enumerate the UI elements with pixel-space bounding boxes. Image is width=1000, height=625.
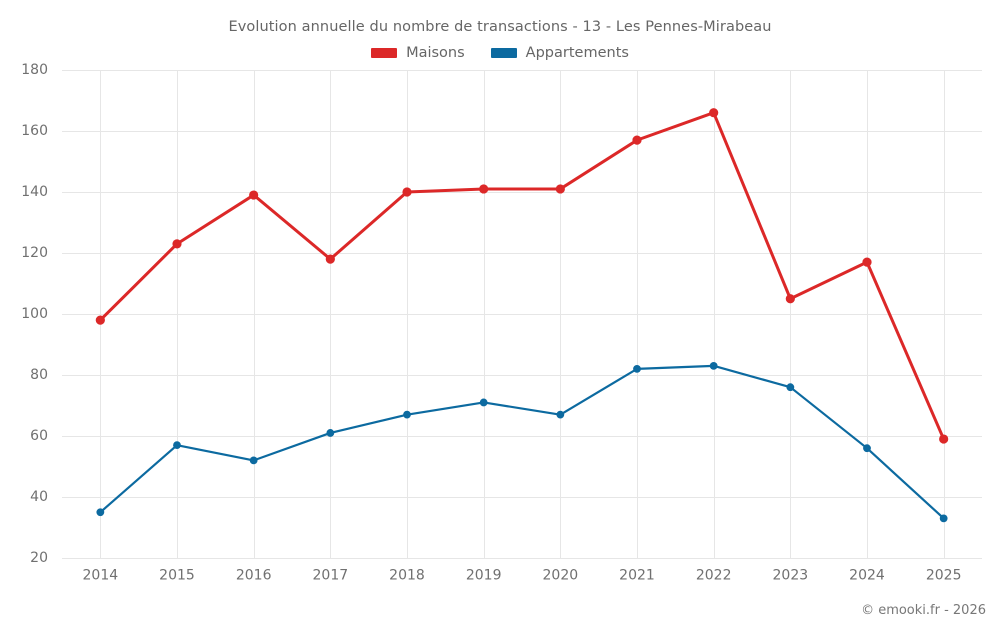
legend-label-maisons: Maisons bbox=[406, 45, 465, 61]
data-point[interactable] bbox=[632, 135, 642, 145]
data-point[interactable] bbox=[786, 383, 795, 392]
data-point[interactable] bbox=[633, 365, 641, 373]
data-point[interactable] bbox=[479, 184, 489, 194]
y-axis-tick-label: 120 bbox=[21, 245, 48, 261]
legend-swatch-appartements bbox=[490, 48, 517, 58]
y-axis-tick-label: 180 bbox=[21, 62, 48, 78]
data-point[interactable] bbox=[326, 429, 335, 437]
legend-item-appartements[interactable]: Appartements bbox=[490, 45, 629, 61]
data-point[interactable] bbox=[556, 410, 565, 419]
data-point[interactable] bbox=[785, 294, 795, 304]
legend-item-maisons[interactable]: Maisons bbox=[371, 45, 465, 61]
data-point[interactable] bbox=[249, 456, 258, 465]
data-point[interactable] bbox=[709, 361, 718, 370]
series-line bbox=[99, 364, 945, 520]
data-point[interactable] bbox=[479, 398, 488, 407]
data-point[interactable] bbox=[249, 190, 259, 200]
data-point[interactable] bbox=[403, 410, 411, 419]
x-axis-tick-label: 2024 bbox=[849, 568, 885, 584]
chart-title: Evolution annuelle du nombre de transact… bbox=[228, 19, 772, 35]
series-line bbox=[98, 111, 946, 441]
series-maisons bbox=[95, 108, 949, 444]
x-axis-tick-label: 2014 bbox=[83, 568, 119, 584]
chart-legend: Maisons Appartements bbox=[0, 45, 1000, 61]
y-axis-tick-label: 160 bbox=[21, 123, 48, 139]
data-point[interactable] bbox=[402, 187, 412, 197]
data-point[interactable] bbox=[325, 254, 335, 264]
x-axis-tick-label: 2015 bbox=[159, 568, 195, 584]
data-point[interactable] bbox=[863, 444, 871, 453]
y-axis-tick-label: 60 bbox=[30, 428, 48, 444]
x-axis-tick-label: 2019 bbox=[466, 568, 502, 584]
legend-swatch-maisons bbox=[371, 48, 398, 58]
data-point[interactable] bbox=[555, 184, 565, 194]
data-point[interactable] bbox=[939, 434, 949, 444]
x-axis-tick-label: 2025 bbox=[926, 568, 962, 584]
data-point[interactable] bbox=[862, 257, 872, 267]
series-appartements bbox=[96, 361, 948, 523]
data-point[interactable] bbox=[173, 441, 181, 450]
data-point[interactable] bbox=[709, 108, 719, 118]
footer-credit: © emooki.fr - 2026 bbox=[861, 603, 986, 618]
y-axis-tick-label: 40 bbox=[30, 489, 48, 505]
data-point[interactable] bbox=[172, 239, 182, 249]
y-axis-tick-label: 80 bbox=[30, 367, 48, 383]
x-axis-tick-label: 2022 bbox=[696, 568, 732, 584]
x-axis-tick-label: 2018 bbox=[389, 568, 425, 584]
legend-label-appartements: Appartements bbox=[525, 45, 629, 61]
x-axis-tick-label: 2023 bbox=[773, 568, 809, 584]
data-point[interactable] bbox=[96, 508, 105, 517]
y-axis-tick-label: 100 bbox=[21, 306, 48, 322]
y-axis-tick-label: 20 bbox=[30, 550, 48, 566]
y-axis-tick-label: 140 bbox=[21, 184, 48, 200]
x-axis-tick-label: 2020 bbox=[543, 568, 579, 584]
data-point[interactable] bbox=[95, 315, 105, 325]
data-point[interactable] bbox=[939, 514, 948, 523]
x-axis-tick-label: 2017 bbox=[313, 568, 349, 584]
x-axis-tick-label: 2021 bbox=[619, 568, 655, 584]
x-axis-tick-label: 2016 bbox=[236, 568, 272, 584]
